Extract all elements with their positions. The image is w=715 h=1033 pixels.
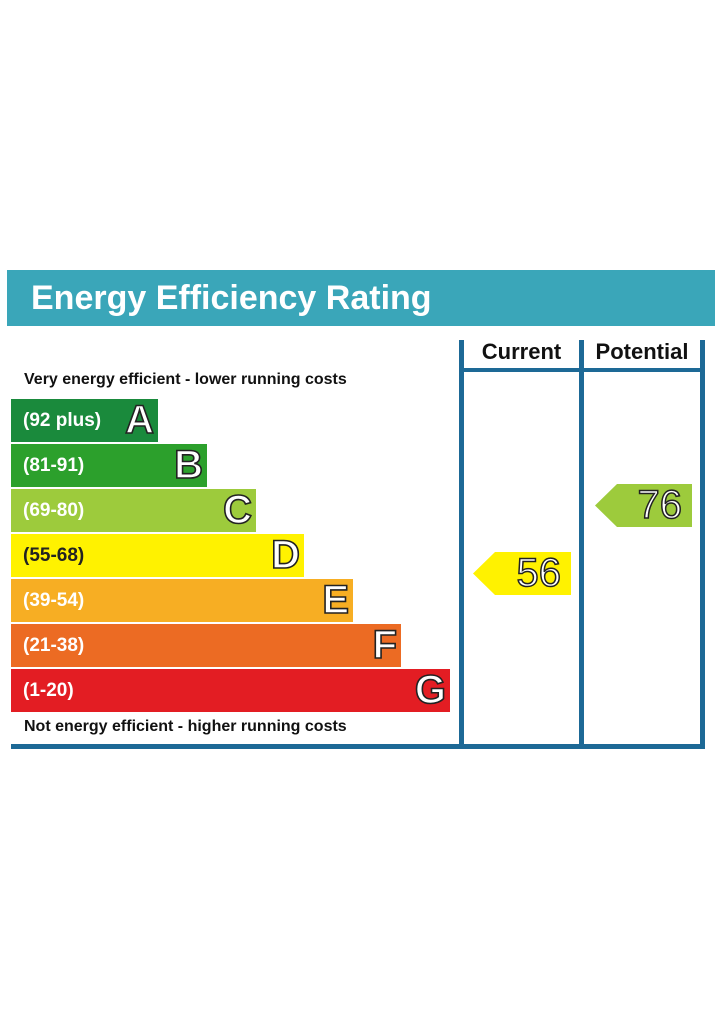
potential-rating-arrow: 76	[595, 482, 692, 528]
band-letter: D	[270, 532, 300, 578]
column-divider-left	[459, 340, 464, 748]
band-letter: E	[322, 577, 350, 623]
band-range-label: (21-38)	[23, 635, 85, 656]
band-letter: F	[372, 622, 398, 668]
band-range-label: (92 plus)	[23, 410, 102, 431]
band-c: (69-80) C	[11, 487, 256, 533]
band-e: (39-54) E	[11, 577, 353, 623]
band-letter: A	[124, 397, 154, 443]
potential-column-header: Potential	[595, 339, 689, 364]
band-g: (1-20) G	[11, 667, 450, 713]
potential-rating-value: 76	[637, 482, 683, 528]
band-range-label: (39-54)	[23, 590, 85, 611]
band-letter: C	[222, 487, 252, 533]
bottom-caption: Not energy efficient - higher running co…	[24, 718, 347, 735]
column-header-rule	[459, 368, 705, 372]
chart-title: Energy Efficiency Rating	[31, 279, 432, 317]
chart-title-bar: Energy Efficiency Rating	[7, 270, 715, 326]
band-letter: B	[173, 442, 203, 488]
current-column-header: Current	[481, 339, 562, 364]
band-range-label: (81-91)	[23, 455, 85, 476]
current-arrow-shape	[473, 552, 571, 595]
band-b: (81-91) B	[11, 442, 207, 488]
band-a: (92 plus) A	[11, 397, 158, 443]
top-caption: Very energy efficient - lower running co…	[24, 371, 347, 388]
band-letter: G	[414, 667, 447, 713]
band-f: (21-38) F	[11, 622, 401, 668]
potential-arrow-shape	[595, 484, 692, 527]
chart-bottom-rule	[11, 744, 705, 749]
current-rating-arrow: 56	[473, 550, 571, 596]
band-range-label: (55-68)	[23, 545, 85, 566]
band-range-label: (69-80)	[23, 500, 85, 521]
current-rating-value: 56	[516, 550, 562, 596]
column-divider-right	[700, 340, 705, 748]
band-range-label: (1-20)	[23, 680, 74, 701]
band-d: (55-68) D	[11, 532, 304, 578]
column-divider-middle	[579, 340, 584, 748]
